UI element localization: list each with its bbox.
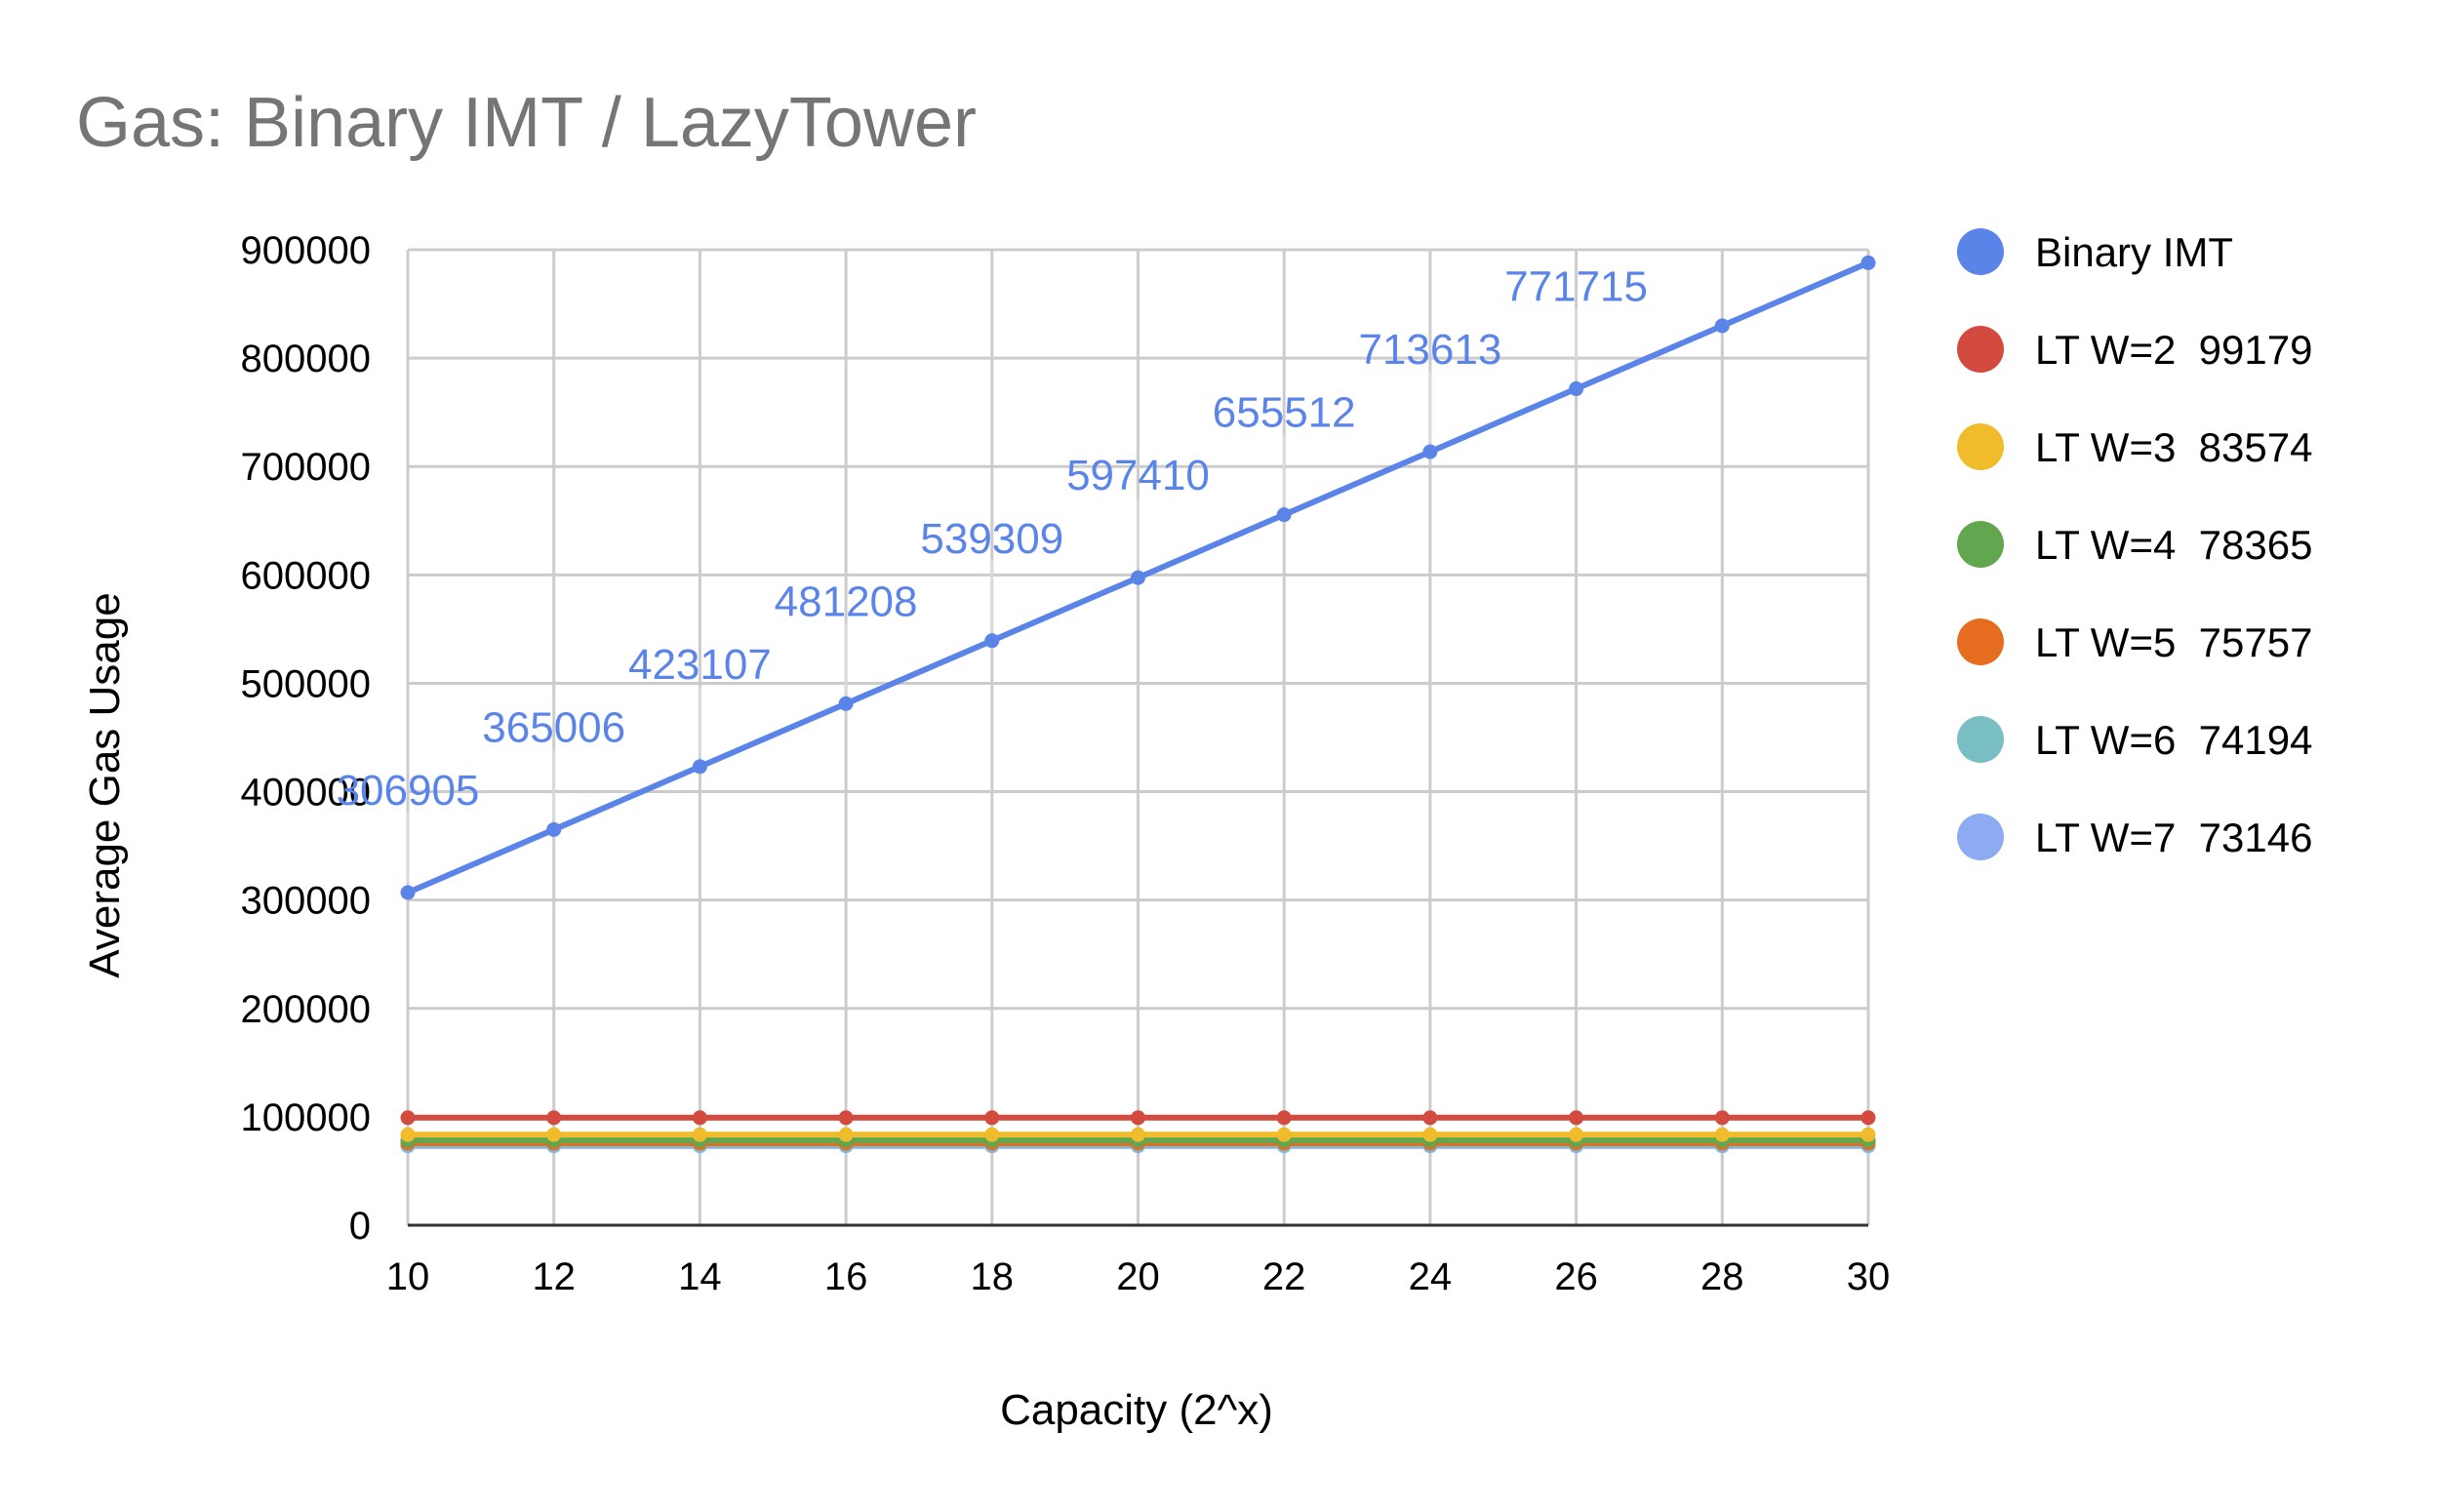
legend-label: LT W=4 78365 [2035,522,2312,568]
legend-item: LT W=7 73146 [1957,814,2312,860]
y-tick-label: 100000 [241,1096,371,1139]
data-point [546,821,562,837]
chart-title: Gas: Binary IMT / LazyTower [76,84,977,162]
series-1 [400,255,1876,900]
series-3 [400,1127,1876,1142]
data-point [1860,1110,1876,1126]
y-tick-label: 700000 [241,446,371,489]
x-axis-title: Capacity (2^x) [1000,1386,1273,1434]
x-tick-label: 14 [678,1255,722,1298]
data-point [1860,1127,1876,1142]
data-point [984,633,1000,649]
legend-label: LT W=6 74194 [2035,717,2312,763]
data-point [546,1110,562,1126]
data-label: 423107 [628,641,772,689]
data-point [692,759,707,775]
data-label: 539309 [920,515,1063,563]
legend-item: LT W=6 74194 [1957,716,2312,763]
data-point [1569,381,1584,397]
series-2 [400,1110,1876,1126]
data-point [692,1127,707,1142]
data-point [1422,1127,1438,1142]
legend-label: LT W=2 99179 [2035,327,2312,373]
grid-layer [406,248,1870,1225]
x-tick-label: 30 [1847,1255,1891,1298]
x-tick-label: 22 [1262,1255,1306,1298]
data-point [1422,1110,1438,1126]
data-point [984,1127,1000,1142]
data-label: 481208 [775,577,918,625]
legend-item: LT W=2 99179 [1957,326,2312,373]
legend-item: LT W=4 78365 [1957,521,2312,568]
data-label: 771715 [1504,263,1648,311]
legend-label: LT W=7 73146 [2035,815,2312,860]
legend-marker [1957,326,2004,373]
data-point [400,1127,416,1142]
y-tick-label: 200000 [241,988,371,1031]
series-layer [400,255,1876,1154]
legend-item: Binary IMT [1957,228,2233,275]
data-point [1714,1127,1730,1142]
legend-label: LT W=5 75757 [2035,619,2312,665]
legend: Binary IMT LT W=2 99179 LT W=3 83574 LT W=4… [1957,228,2312,860]
legend-label: Binary IMT [2035,229,2233,275]
data-point [1276,1127,1292,1142]
data-label: 597410 [1066,452,1210,499]
y-tick-label: 600000 [241,554,371,597]
data-label: 713613 [1358,326,1501,374]
y-tick-label: 500000 [241,662,371,705]
data-point [838,1127,854,1142]
data-point [1131,1110,1145,1126]
data-label: 306905 [337,767,480,815]
legend-marker [1957,814,2004,860]
data-point [1860,255,1876,270]
legend-marker [1957,716,2004,763]
data-point [1714,318,1730,334]
y-tick-label: 900000 [241,229,371,272]
axis-layer: 0 100000 200000 300000 400000 500000 600000 700… [241,229,1891,1298]
data-point [1569,1127,1584,1142]
legend-item: LT W=5 75757 [1957,618,2312,665]
y-tick-label: 800000 [241,338,371,380]
x-tick-label: 26 [1554,1255,1598,1298]
legend-marker [1957,521,2004,568]
y-tick-label: 0 [349,1205,371,1248]
x-tick-label: 20 [1116,1255,1160,1298]
data-point [546,1127,562,1142]
data-point [400,1110,416,1126]
data-point [1276,1110,1292,1126]
data-point [1714,1110,1730,1126]
data-point [1131,1127,1145,1142]
x-tick-label: 16 [824,1255,868,1298]
x-tick-label: 18 [971,1255,1015,1298]
legend-marker [1957,423,2004,470]
data-label: 365006 [482,703,625,751]
x-tick-label: 24 [1409,1255,1453,1298]
data-point [692,1110,707,1126]
y-axis-title: Average Gas Usage [81,592,129,977]
data-point [838,696,854,711]
y-tick-label: 400000 [241,772,371,815]
y-tick-label: 300000 [241,880,371,923]
x-tick-label: 12 [532,1255,576,1298]
data-label-layer: 3069053650064231074812085393095974106555… [337,263,1648,883]
legend-label: LT W=3 83574 [2035,424,2312,470]
data-point [984,1110,1000,1126]
data-point [1569,1110,1584,1126]
x-tick-label: 28 [1700,1255,1744,1298]
legend-item: LT W=3 83574 [1957,423,2312,470]
data-point [1422,444,1438,459]
legend-marker [1957,228,2004,275]
legend-marker [1957,618,2004,665]
x-tick-label: 10 [386,1255,430,1298]
data-point [838,1110,854,1126]
data-label: 655512 [1213,389,1356,437]
data-point [1276,507,1292,523]
data-point [1131,570,1145,585]
data-point [400,885,416,900]
